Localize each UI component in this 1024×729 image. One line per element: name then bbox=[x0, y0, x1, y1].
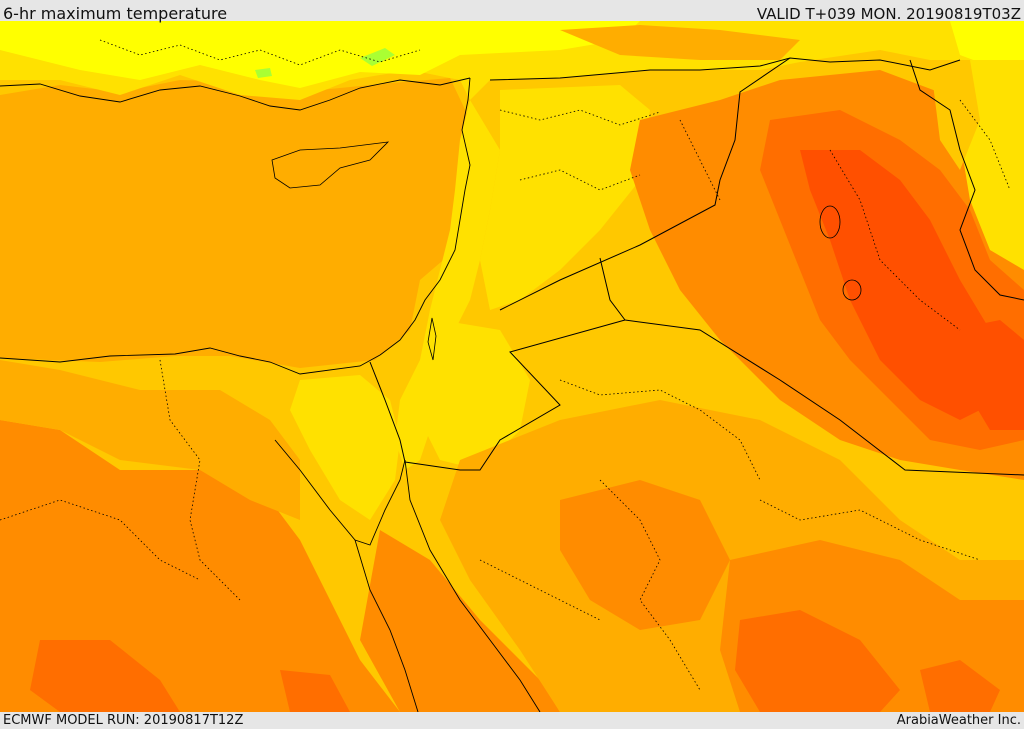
green-patch-2 bbox=[255, 68, 272, 78]
gulf-red bbox=[950, 320, 1024, 430]
saudi-orange-1 bbox=[560, 480, 730, 630]
credit-label: ArabiaWeather Inc. bbox=[896, 713, 1021, 728]
border-israel-egypt bbox=[369, 361, 406, 463]
sinai-yellow bbox=[290, 375, 400, 520]
levant-strip bbox=[395, 100, 500, 470]
model-run-label: ECMWF MODEL RUN: 20190817T12Z bbox=[3, 713, 244, 728]
coastline-red-sea-west bbox=[354, 539, 419, 712]
map-area[interactable] bbox=[0, 21, 1024, 712]
border-jordan-iraq bbox=[599, 257, 626, 321]
coastline-red-sea-east bbox=[404, 459, 541, 712]
cyprus bbox=[271, 141, 390, 189]
header-bar: 6-hr maximum temperature VALID T+039 MON… bbox=[0, 0, 1024, 23]
egypt-light bbox=[0, 360, 300, 520]
admin-line-11 bbox=[959, 99, 1011, 191]
syria-yellow bbox=[480, 85, 650, 310]
admin-line-1 bbox=[99, 39, 421, 66]
egypt-red-2 bbox=[280, 670, 350, 712]
egypt-orange bbox=[0, 420, 400, 712]
egypt-red-1 bbox=[30, 640, 180, 712]
lake-1 bbox=[819, 205, 841, 239]
border-syria-iraq bbox=[499, 57, 791, 311]
coastline-turkey bbox=[0, 77, 471, 111]
footer-bar: ECMWF MODEL RUN: 20190817T12Z ArabiaWeat… bbox=[0, 712, 1024, 729]
admin-line-3 bbox=[519, 169, 641, 191]
map-title: 6-hr maximum temperature bbox=[3, 4, 228, 23]
admin-line-10 bbox=[679, 119, 721, 201]
admin-line-6 bbox=[559, 379, 761, 481]
green-patch-1 bbox=[360, 48, 395, 66]
lake-2 bbox=[842, 279, 862, 301]
border-saudi-north bbox=[404, 319, 626, 471]
temperature-map bbox=[0, 21, 1024, 712]
coastline-north-africa bbox=[0, 77, 471, 375]
turkey-pale bbox=[0, 21, 640, 88]
mediterranean-sea bbox=[0, 78, 470, 368]
coastline-gulf-suez bbox=[274, 439, 406, 546]
admin-line-4 bbox=[159, 359, 241, 601]
saudi-red-2 bbox=[920, 660, 1000, 712]
iraq-red-deep bbox=[800, 150, 1000, 420]
iran-light bbox=[930, 60, 980, 170]
saudi-red bbox=[735, 610, 900, 712]
admin-boundaries bbox=[0, 39, 1011, 691]
jordan-yellow bbox=[420, 320, 530, 470]
east-pale bbox=[950, 21, 1024, 70]
border-saudi-iraq bbox=[624, 319, 1024, 476]
border-iran-iraq bbox=[909, 59, 1024, 301]
border-syria-iraq-saudi bbox=[489, 57, 961, 81]
valid-time: VALID T+039 MON. 20190819T03Z bbox=[756, 5, 1021, 23]
dead-sea bbox=[427, 317, 437, 361]
turkey-east-orange bbox=[560, 25, 800, 60]
